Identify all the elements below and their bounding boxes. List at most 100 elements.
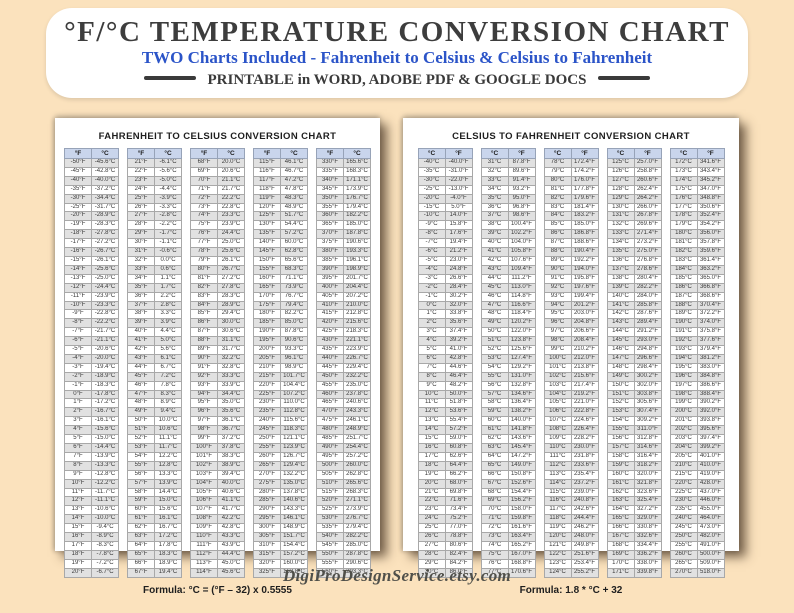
temp-cell: 345°F	[316, 184, 344, 195]
table-row: 195°F 90.6°C	[253, 336, 308, 347]
table-row: 65°F 18.3°C	[127, 549, 182, 560]
table-row: 104°F 40.0°C	[190, 478, 245, 489]
table-row: 350°F 176.7°C	[316, 193, 371, 204]
table-row: 174°C 345.2°F	[669, 175, 725, 186]
temp-cell: 173.9°C	[343, 184, 371, 195]
temp-cell: 334.4°F	[633, 540, 662, 551]
temp-cell: 95°F	[190, 398, 218, 409]
temp-cell: 3°C	[417, 327, 446, 338]
temp-cell: 27°C	[417, 540, 446, 551]
table-row: 21°C 69.8°F	[417, 487, 473, 498]
temp-cell: 112°C	[543, 460, 572, 471]
temp-cell: 310°F	[253, 540, 281, 551]
temp-cell: 335°F	[316, 166, 344, 177]
temp-cell: 25°F	[127, 193, 155, 204]
table-row: 190°C 374.0°F	[669, 318, 725, 329]
table-row: 520°F 271.1°C	[316, 496, 371, 507]
temp-cell: 204.8°F	[570, 318, 599, 329]
temp-cell: 93.2°F	[507, 184, 536, 195]
temp-cell: 163°C	[606, 496, 635, 507]
table-row: 100°C 212.0°F	[543, 353, 599, 364]
table-row: 200°C 392.0°F	[669, 407, 725, 418]
table-row: 115°F 46.1°C	[253, 158, 308, 168]
temp-cell: 132.8°F	[507, 380, 536, 391]
table-row: -18°F -27.8°C	[64, 229, 119, 240]
temp-cell: 243.3°C	[343, 407, 371, 418]
table-row: 450°F 232.2°C	[316, 371, 371, 382]
temp-cell: 107°F	[190, 505, 218, 516]
temp-cell: 43°C	[480, 264, 509, 275]
table-row: 240°F 115.6°C	[253, 416, 308, 427]
table-row: 122°C 251.6°F	[543, 549, 599, 560]
temp-cell: 160°F	[253, 273, 281, 284]
table-row: 203°C 397.4°F	[669, 434, 725, 444]
table-row: 110°C 230.0°F	[543, 443, 599, 453]
temp-cell: 131°C	[606, 211, 635, 222]
temp-cell: -20°F	[64, 211, 92, 222]
temp-cell: 64°F	[127, 540, 155, 551]
temp-cell: 150°C	[606, 380, 635, 391]
temp-cell: 48°F	[127, 398, 155, 409]
temp-cell: 350°F	[316, 193, 344, 204]
temp-cell: 141°C	[606, 300, 635, 311]
temp-cell: 109.4°F	[507, 264, 536, 275]
temp-cell: 28°F	[127, 220, 155, 231]
temp-cell: 139°C	[606, 282, 635, 293]
temp-cell: 69.8°F	[444, 487, 473, 498]
temp-cell: 530°F	[316, 514, 344, 525]
temp-cell: 83°F	[190, 291, 218, 302]
temp-cell: 32.0°F	[444, 300, 473, 311]
temp-cell: 113°C	[543, 469, 572, 480]
table-row: -12°F -24.4°C	[64, 282, 119, 293]
temp-cell: 370°F	[316, 229, 344, 240]
temp-cell: 323.6°F	[633, 487, 662, 498]
temp-cell: 93.3°C	[280, 345, 308, 355]
temp-cell: -5°C	[417, 255, 446, 266]
temp-cell: 156.2°F	[507, 496, 536, 507]
table-row: -7°C 19.4°F	[417, 238, 473, 249]
temp-cell: 428.0°F	[696, 478, 725, 489]
table-row: 71°F 21.7°C	[190, 184, 245, 195]
table-row: 270°F 132.2°C	[253, 469, 308, 480]
table-row: 119°F 48.3°C	[253, 193, 308, 204]
temp-cell: 109°C	[543, 434, 572, 444]
temp-cell: 120.2°F	[507, 318, 536, 329]
table-row: 27°C 80.6°F	[417, 540, 473, 551]
table-row: 35°C 95.0°F	[480, 193, 536, 204]
temp-cell: 123.8°F	[507, 336, 536, 347]
temp-cell: 24.8°F	[444, 264, 473, 275]
table-row: 133°C 271.4°F	[606, 229, 662, 240]
temp-cell: 255°F	[253, 443, 281, 453]
temp-cell: 118.3°C	[280, 425, 308, 436]
temp-cell: 26°C	[417, 532, 446, 542]
temp-cell: -19°F	[64, 220, 92, 231]
temp-cell: -8°F	[64, 318, 92, 329]
table-row: 550°F 287.8°C	[316, 549, 371, 560]
temp-cell: 90°F	[190, 353, 218, 364]
table-row: 106°F 41.1°C	[190, 496, 245, 507]
table-row: 112°F 44.4°C	[190, 549, 245, 560]
table-row: 22°F -5.6°C	[127, 166, 182, 177]
table-row: 96°F 35.6°C	[190, 407, 245, 418]
table-row: 2°C 35.6°F	[417, 318, 473, 329]
temp-cell: 161.6°F	[507, 523, 536, 534]
temp-cell: 7.2°C	[154, 371, 182, 382]
formula-text: Formula: °C = (°F – 32) x 0.5555	[143, 584, 292, 596]
table-row: 475°F 246.1°C	[316, 416, 371, 427]
temp-cell: 475°F	[316, 416, 344, 427]
temp-cell: 235.0°C	[343, 380, 371, 391]
temp-cell: 118°C	[543, 514, 572, 525]
temp-cell: 154°C	[606, 416, 635, 427]
temp-cell: 67°C	[480, 478, 509, 489]
temp-cell: 38.3°C	[217, 451, 245, 462]
table-row: 225°C 437.0°F	[669, 487, 725, 498]
temp-cell: 284.0°F	[633, 291, 662, 302]
temp-cell: 97°F	[190, 416, 218, 427]
temp-cell: -22.8°C	[91, 309, 119, 320]
conversion-column-table: °C °F 172°C 341.6°F 173°C 343.4°F 174°C 345.2°F…	[669, 148, 725, 578]
temp-cell: 8°C	[417, 371, 446, 382]
temp-cell: 21°F	[127, 158, 155, 168]
temp-cell: 289.4°F	[633, 318, 662, 329]
table-row: 505°F 262.8°C	[316, 469, 371, 480]
temp-cell: -22.0°F	[444, 175, 473, 186]
